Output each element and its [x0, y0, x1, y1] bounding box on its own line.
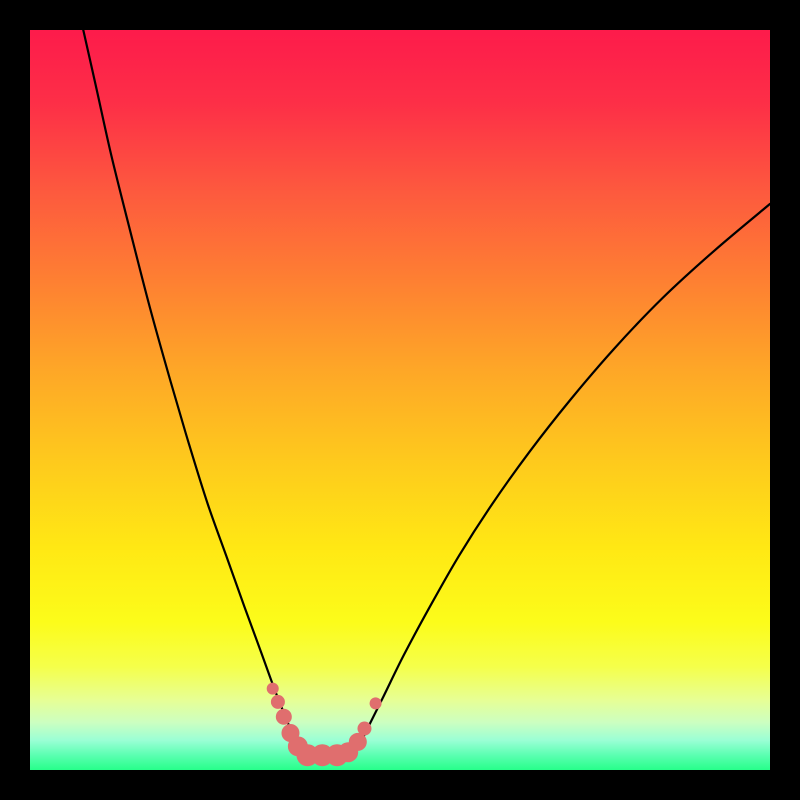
- plot-background: [30, 30, 770, 770]
- marker-dot: [349, 733, 367, 751]
- chart-svg: [0, 0, 800, 800]
- marker-dot: [276, 709, 292, 725]
- marker-dot: [271, 695, 285, 709]
- marker-dot: [357, 722, 371, 736]
- marker-dot: [370, 697, 382, 709]
- marker-dot: [267, 683, 279, 695]
- chart-stage: TheBottleneck.com: [0, 0, 800, 800]
